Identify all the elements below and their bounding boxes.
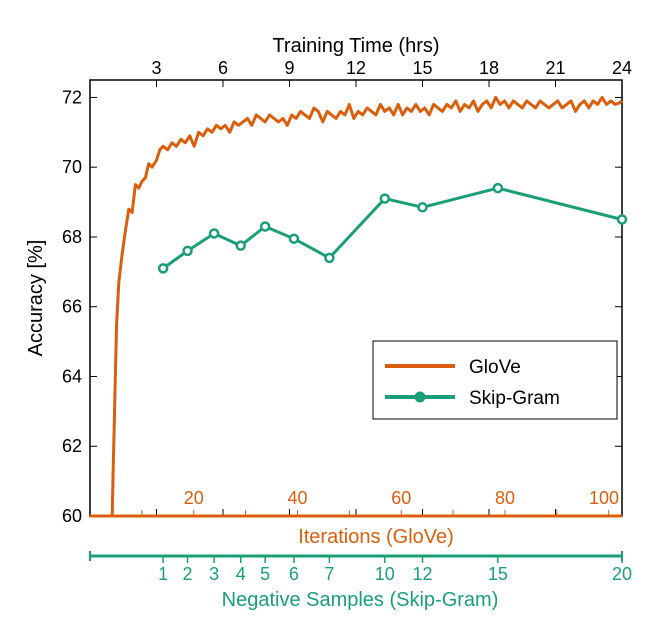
skipgram-tick-label: 3: [209, 564, 219, 584]
skipgram-tick-label: 6: [289, 564, 299, 584]
legend-label-glove: GloVe: [469, 357, 521, 378]
y-tick-label: 64: [62, 366, 82, 386]
glove-tick-label: 80: [495, 488, 515, 508]
y-tick-label: 72: [62, 87, 82, 107]
skipgram-tick-label: 10: [375, 564, 395, 584]
top-axis-ticks: 3 6 9 12 15 18 21 24: [151, 58, 632, 516]
glove-tick-label: 40: [287, 488, 307, 508]
top-tick-label: 18: [479, 58, 499, 78]
legend: GloVe Skip-Gram: [372, 340, 618, 420]
skipgram-axis-title: Negative Samples (Skip-Gram): [222, 589, 499, 611]
glove-axis-title: Iterations (GloVe): [298, 526, 454, 548]
skipgram-point: [492, 182, 504, 194]
top-tick-label: 12: [346, 58, 366, 78]
top-tick-label: 6: [218, 58, 228, 78]
legend-marker-skipgram: [414, 391, 426, 403]
skipgram-tick-label: 20: [612, 564, 632, 584]
skipgram-tick-label: 1: [158, 564, 168, 584]
skipgram-point: [235, 240, 246, 251]
glove-iterations-axis: 20 40 60 80 100: [90, 488, 622, 518]
top-axis-title: Training Time (hrs): [272, 35, 439, 57]
series-layer: [90, 95, 628, 518]
y-tick-label: 66: [62, 297, 82, 317]
legend-box: [372, 340, 618, 420]
skipgram-negative-samples-axis: 1 2 3 4 5 6 7 10 12 15 20: [89, 551, 632, 584]
glove-tick-label: 100: [589, 488, 619, 508]
glove-tick-label: 60: [391, 488, 411, 508]
y-axis-title: Accuracy [%]: [25, 240, 47, 357]
skipgram-point: [182, 245, 193, 257]
y-tick-label: 68: [62, 227, 82, 247]
skipgram-point: [259, 221, 271, 232]
y-axis-ticks: 60 62 64 66 68 70 72: [62, 87, 622, 526]
skipgram-tick-label: 5: [260, 564, 270, 584]
skipgram-point: [288, 233, 300, 244]
skipgram-point: [379, 193, 391, 204]
y-tick-label: 70: [62, 157, 82, 177]
top-tick-label: 15: [412, 58, 432, 78]
skipgram-line: [162, 186, 623, 270]
skipgram-tick-label: 15: [488, 564, 508, 584]
glove-tick-label: 20: [184, 488, 204, 508]
legend-label-skipgram: Skip-Gram: [469, 388, 560, 409]
skipgram-point: [417, 202, 428, 213]
skipgram-tick-label: 12: [412, 564, 432, 584]
skipgram-tick-label: 2: [183, 564, 193, 584]
skipgram-point: [324, 252, 335, 264]
y-tick-label: 60: [62, 506, 82, 526]
skipgram-tick-label: 7: [324, 564, 334, 584]
top-tick-label: 9: [284, 58, 294, 78]
skipgram-tick-label: 4: [236, 564, 246, 584]
skipgram-point: [208, 228, 220, 239]
glove-line: [110, 95, 623, 517]
skipgram-point: [157, 263, 169, 274]
top-tick-label: 3: [151, 58, 161, 78]
top-tick-label: 21: [545, 58, 565, 78]
skipgram-point: [616, 214, 628, 225]
y-tick-label: 62: [62, 436, 82, 456]
top-tick-label: 24: [612, 58, 632, 78]
